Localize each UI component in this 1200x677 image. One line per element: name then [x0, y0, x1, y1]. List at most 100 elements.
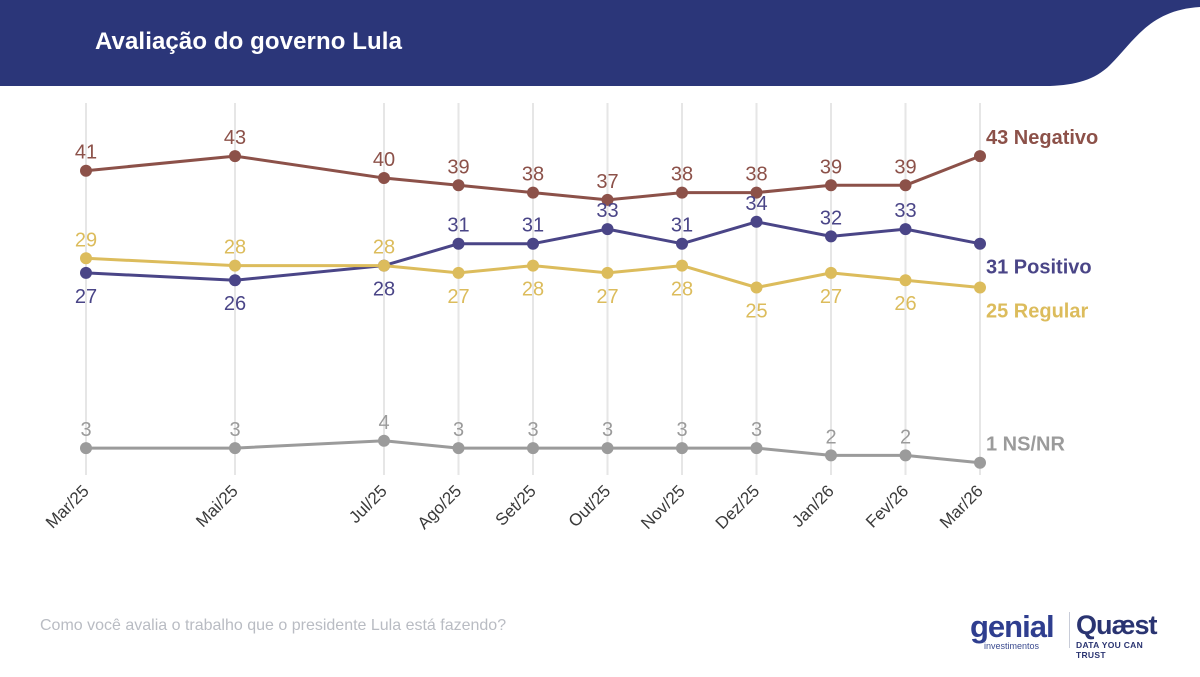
data-point-regular: [452, 266, 465, 279]
legend-end-labels: 43 Negativo 31 Positivo 25 Regular 1 NS/NR: [986, 127, 1098, 456]
data-point-positivo: [452, 237, 465, 250]
x-axis-ticks: Mar/25 Mai/25 Jul/25 Ago/25 Set/25 Out/25 Nov/…: [42, 481, 987, 533]
data-label-regular: 28: [224, 237, 246, 259]
data-point-regular: [601, 266, 614, 279]
data-point-negativo: [974, 150, 986, 163]
data-label-regular: 27: [820, 286, 842, 308]
data-label-negativo: 38: [522, 164, 544, 186]
data-label-regular: 29: [75, 229, 97, 251]
data-point-positivo: [974, 237, 986, 250]
data-label-ns-nr: 3: [453, 419, 464, 441]
genial-logo-subtitle: investimentos: [984, 641, 1040, 651]
data-point-negativo: [378, 172, 390, 184]
x-tick-label: Jul/25: [345, 481, 391, 527]
data-label-ns-nr: 3: [527, 419, 538, 441]
data-point-regular: [378, 259, 390, 272]
data-label-positivo: 28: [373, 279, 395, 301]
data-label-ns-nr: 3: [80, 419, 91, 441]
quaest-logo: Quæst: [1076, 610, 1158, 640]
data-point-regular: [527, 259, 539, 272]
data-label-positivo: 31: [671, 215, 693, 237]
data-point-positivo: [229, 274, 241, 287]
data-label-negativo: 39: [820, 156, 842, 178]
data-label-regular: 27: [447, 286, 469, 308]
data-point-negativo: [750, 186, 763, 199]
data-point-ns-nr: [676, 442, 688, 455]
quaest-tagline: DATA YOU CAN TRUST: [1076, 640, 1144, 660]
data-point-regular: [750, 281, 763, 294]
data-label-regular: 28: [373, 237, 395, 259]
genial-logo: genial: [970, 609, 1055, 644]
data-point-ns-nr: [527, 442, 539, 455]
data-label-negativo: 40: [373, 149, 395, 171]
data-label-positivo: 33: [894, 200, 916, 222]
data-label-positivo: 26: [224, 293, 246, 315]
data-label-regular: 28: [522, 279, 544, 301]
data-point-positivo: [676, 237, 688, 250]
x-tick-label: Mar/25: [42, 481, 93, 532]
data-point-positivo: [80, 266, 92, 279]
data-label-negativo: 38: [671, 164, 693, 186]
data-point-ns-nr: [974, 456, 986, 469]
data-point-negativo: [825, 179, 837, 192]
data-point-ns-nr: [452, 442, 465, 455]
data-label-positivo: 31: [522, 215, 544, 237]
page-title: Avaliação do governo Lula: [95, 28, 403, 55]
data-point-positivo: [899, 223, 912, 236]
data-point-regular: [899, 274, 912, 287]
data-point-positivo: [527, 237, 539, 250]
x-tick-label: Out/25: [565, 481, 615, 531]
x-tick-label: Dez/25: [712, 481, 764, 533]
data-point-negativo: [80, 164, 92, 177]
data-label-regular: 25: [745, 301, 767, 323]
logo-divider: [1069, 612, 1070, 648]
data-point-ns-nr: [899, 449, 912, 462]
series-points: [80, 150, 986, 469]
data-label-negativo: 43: [224, 127, 246, 149]
data-point-negativo: [601, 193, 614, 206]
data-point-negativo: [452, 179, 465, 192]
end-label-ns-nr: 1 NS/NR: [986, 434, 1065, 456]
data-label-regular: 28: [671, 279, 693, 301]
x-tick-label: Jan/26: [788, 481, 838, 531]
footer-logos: genial investimentos Quæst DATA YOU CAN …: [962, 606, 1172, 660]
data-label-ns-nr: 3: [751, 419, 762, 441]
data-label-negativo: 39: [447, 156, 469, 178]
end-label-regular: 25 Regular: [986, 301, 1088, 323]
data-point-positivo: [750, 215, 763, 228]
data-label-negativo: 38: [745, 164, 767, 186]
data-point-ns-nr: [750, 442, 763, 455]
data-label-ns-nr: 2: [825, 426, 836, 448]
data-point-regular: [229, 259, 241, 272]
survey-question: Como você avalia o trabalho que o presid…: [40, 617, 507, 634]
data-label-positivo: 31: [447, 215, 469, 237]
data-point-negativo: [676, 186, 688, 199]
data-label-negativo: 41: [75, 142, 97, 164]
data-point-regular: [825, 266, 837, 279]
data-point-ns-nr: [825, 449, 837, 462]
data-point-regular: [974, 281, 986, 294]
data-label-regular: 27: [596, 286, 618, 308]
x-tick-label: Set/25: [492, 481, 540, 529]
data-point-positivo: [601, 223, 614, 236]
data-label-negativo: 37: [596, 171, 618, 193]
data-label-positivo: 32: [820, 207, 842, 229]
data-label-ns-nr: 4: [378, 412, 389, 434]
data-point-ns-nr: [80, 442, 92, 455]
data-label-positivo: 33: [596, 200, 618, 222]
header-band-shape: [0, 0, 1200, 86]
header-band: [0, 0, 1200, 86]
data-point-negativo: [899, 179, 912, 192]
data-point-ns-nr: [601, 442, 614, 455]
x-tick-label: Ago/25: [414, 481, 466, 533]
data-point-ns-nr: [229, 442, 241, 455]
data-label-ns-nr: 3: [229, 419, 240, 441]
data-point-ns-nr: [378, 434, 390, 447]
data-point-negativo: [229, 150, 241, 163]
x-tick-label: Mai/25: [192, 481, 242, 531]
data-point-negativo: [527, 186, 539, 199]
grid-layer: [85, 103, 981, 475]
x-tick-label: Mar/26: [936, 481, 987, 532]
end-label-positivo: 31 Positivo: [986, 257, 1092, 279]
